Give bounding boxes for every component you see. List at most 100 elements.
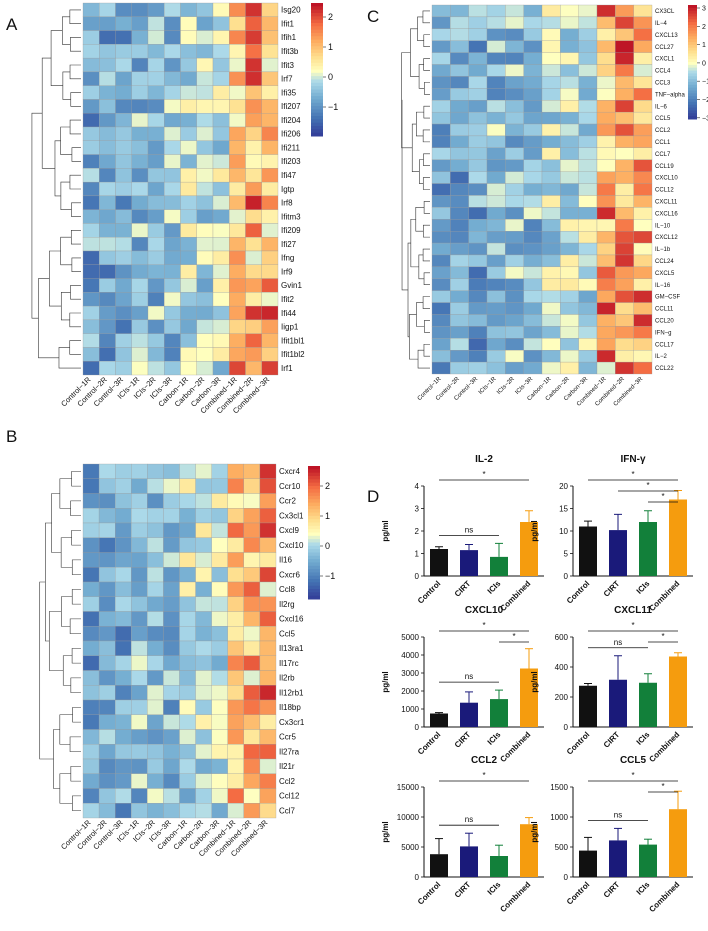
heatmap-cell xyxy=(229,250,246,265)
heatmap-cell xyxy=(541,207,561,220)
heatmap-cell xyxy=(98,493,116,509)
heatmap-cell xyxy=(164,57,181,73)
heatmap-cell xyxy=(560,40,579,53)
heatmap-cell xyxy=(227,522,244,538)
dendrogram-branch xyxy=(39,581,54,760)
heatmap-cell xyxy=(261,250,279,265)
heatmap-row-label: Isg20 xyxy=(281,6,301,15)
heatmap-cell xyxy=(615,290,634,303)
heatmap-cell xyxy=(99,113,116,128)
heatmap-cell xyxy=(164,168,181,183)
heatmap-cell xyxy=(82,237,100,252)
color-legend-segment xyxy=(311,106,323,110)
dendrogram-branch xyxy=(69,174,81,190)
heatmap-cell xyxy=(541,290,561,303)
y-tick-label: 4000 xyxy=(401,651,419,660)
heatmap-row-label: Il27ra xyxy=(279,747,300,756)
color-legend-segment xyxy=(311,129,323,134)
heatmap-cell xyxy=(229,57,246,73)
heatmap-cell xyxy=(505,123,524,137)
heatmap-cell xyxy=(82,773,100,789)
heatmap-cell xyxy=(211,567,228,583)
color-legend-segment xyxy=(308,472,320,477)
heatmap-cell xyxy=(431,195,451,208)
heatmap-cell xyxy=(82,85,100,100)
heatmap-cell xyxy=(560,338,579,351)
heatmap-cell xyxy=(245,333,262,348)
heatmap-cell xyxy=(431,64,451,77)
heatmap-cell xyxy=(486,314,506,327)
heatmap-row-label: Il2rg xyxy=(279,600,295,609)
heatmap-cell xyxy=(245,278,262,293)
heatmap-cell xyxy=(211,493,228,509)
heatmap-cell xyxy=(196,2,214,17)
y-tick-label: 600 xyxy=(555,633,569,642)
heatmap-cell xyxy=(245,154,262,169)
heatmap-row-label: Cx3cr1 xyxy=(279,718,305,727)
heatmap-cell xyxy=(261,2,279,17)
heatmap-cell xyxy=(115,99,132,114)
color-legend-segment xyxy=(311,39,323,44)
heatmap-cell xyxy=(243,626,261,642)
heatmap-cell xyxy=(179,522,196,538)
heatmap-cell xyxy=(633,4,653,18)
heatmap-cell xyxy=(131,714,148,730)
heatmap-cell xyxy=(196,99,214,114)
heatmap-cell xyxy=(523,231,543,244)
heatmap-cell xyxy=(486,207,506,220)
heatmap-cell xyxy=(486,183,506,196)
color-legend-segment xyxy=(308,549,320,553)
heatmap-cell xyxy=(431,100,451,113)
y-tick-label: 2000 xyxy=(401,687,419,696)
color-legend-label: −1 xyxy=(702,79,708,86)
dendrogram-branch xyxy=(70,92,81,107)
color-legend-segment xyxy=(308,522,320,527)
color-legend-segment xyxy=(688,110,697,114)
heatmap-cell xyxy=(523,266,543,279)
heatmap-cell xyxy=(633,171,653,184)
significance-label: ns xyxy=(614,638,622,647)
heatmap-cell xyxy=(212,347,230,362)
heatmap-cell xyxy=(633,111,653,125)
heatmap-cell xyxy=(450,64,469,77)
heatmap-cell xyxy=(179,803,196,819)
heatmap-cell xyxy=(82,71,100,86)
heatmap-cell xyxy=(227,729,244,745)
heatmap-cell xyxy=(431,40,451,53)
color-legend-segment xyxy=(308,495,320,500)
heatmap-cell xyxy=(147,264,165,279)
heatmap-cell xyxy=(115,537,132,553)
heatmap-cell xyxy=(147,493,164,509)
heatmap-cell xyxy=(164,140,181,155)
heatmap-cell xyxy=(164,333,181,348)
heatmap-cell xyxy=(633,326,653,339)
heatmap-cell xyxy=(615,159,634,172)
heatmap-cell xyxy=(243,758,261,774)
heatmap-cell xyxy=(541,326,561,339)
heatmap-cell xyxy=(82,788,100,804)
heatmap-cell xyxy=(147,209,165,224)
dendrogram-branch xyxy=(38,278,59,359)
heatmap-cell xyxy=(147,278,165,293)
heatmap-cell xyxy=(82,44,100,59)
color-legend-segment xyxy=(311,16,323,21)
heatmap-row-label: Irf8 xyxy=(281,199,293,208)
color-legend-segment xyxy=(311,99,323,104)
heatmap-cell xyxy=(115,237,132,252)
heatmap-cell xyxy=(541,314,561,327)
heatmap-cell xyxy=(227,493,244,509)
heatmap-cell xyxy=(180,292,197,307)
heatmap-cell xyxy=(212,154,230,169)
heatmap-cell xyxy=(98,773,116,789)
heatmap-cell xyxy=(259,581,277,597)
heatmap-cell xyxy=(243,522,261,538)
heatmap-row-label: CCL1 xyxy=(655,140,671,146)
heatmap-cell xyxy=(195,581,212,597)
heatmap-cell xyxy=(578,219,598,232)
heatmap-cell xyxy=(259,522,277,538)
heatmap-cell xyxy=(164,30,181,45)
color-legend-segment xyxy=(311,22,323,27)
heatmap-cell xyxy=(99,44,116,59)
heatmap-cell xyxy=(82,567,100,583)
